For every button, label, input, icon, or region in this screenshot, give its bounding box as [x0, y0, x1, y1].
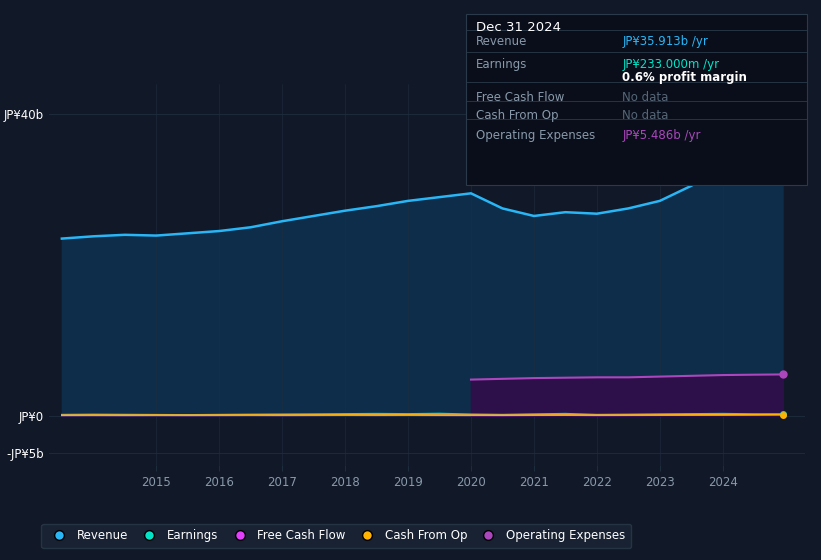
Text: Revenue: Revenue [476, 35, 528, 48]
Text: Free Cash Flow: Free Cash Flow [476, 91, 565, 104]
Text: Cash From Op: Cash From Op [476, 109, 558, 122]
Text: No data: No data [622, 91, 668, 104]
Text: No data: No data [622, 109, 668, 122]
Legend: Revenue, Earnings, Free Cash Flow, Cash From Op, Operating Expenses: Revenue, Earnings, Free Cash Flow, Cash … [41, 524, 631, 548]
Text: Dec 31 2024: Dec 31 2024 [476, 21, 562, 34]
Text: JP¥35.913b /yr: JP¥35.913b /yr [622, 35, 709, 48]
Text: Operating Expenses: Operating Expenses [476, 129, 595, 142]
Text: Earnings: Earnings [476, 58, 528, 71]
Text: 0.6% profit margin: 0.6% profit margin [622, 71, 747, 84]
Text: JP¥5.486b /yr: JP¥5.486b /yr [622, 129, 701, 142]
Text: JP¥233.000m /yr: JP¥233.000m /yr [622, 58, 719, 71]
